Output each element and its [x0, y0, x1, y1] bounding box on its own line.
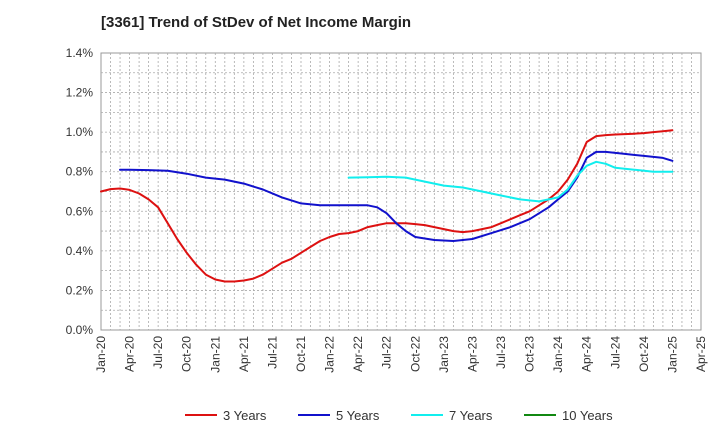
y-tick-label: 0.6%	[66, 204, 94, 218]
y-tick-label: 0.0%	[66, 323, 94, 337]
legend: 3 Years 5 Years 7 Years 10 Years	[185, 408, 613, 423]
x-tick-label: Jan-24	[551, 336, 565, 373]
x-tick-label: Jan-23	[437, 336, 451, 373]
y-axis: 0.0% 0.2% 0.4% 0.6% 0.8% 1.0% 1.2% 1.4%	[66, 46, 94, 337]
y-tick-label: 0.8%	[66, 165, 94, 179]
x-tick-label: Jul-21	[265, 336, 279, 369]
x-tick-label: Jan-25	[665, 336, 679, 373]
legend-label: 7 Years	[449, 408, 493, 423]
x-axis: Jan-20 Apr-20 Jul-20 Oct-20 Jan-21 Apr-21 Jul-…	[94, 336, 708, 373]
x-tick-label: Apr-25	[694, 336, 708, 372]
x-tick-label: Oct-20	[180, 336, 194, 372]
y-tick-label: 0.4%	[66, 244, 94, 258]
chart-title: [3361] Trend of StDev of Net Income Marg…	[101, 14, 412, 31]
x-tick-label: Oct-23	[523, 336, 537, 372]
legend-label: 10 Years	[562, 408, 613, 423]
series-lines	[100, 129, 674, 283]
grid	[101, 53, 701, 330]
x-tick-label: Apr-20	[123, 336, 137, 372]
x-tick-label: Jan-20	[94, 336, 108, 373]
x-tick-label: Apr-22	[351, 336, 365, 372]
x-tick-label: Jul-24	[608, 336, 622, 369]
series-line	[100, 129, 674, 283]
y-tick-label: 1.2%	[66, 86, 94, 100]
x-tick-label: Jan-21	[208, 336, 222, 373]
x-tick-label: Jul-23	[494, 336, 508, 369]
legend-label: 5 Years	[336, 408, 380, 423]
x-tick-label: Jul-22	[380, 336, 394, 369]
x-tick-label: Jul-20	[151, 336, 165, 369]
y-tick-label: 0.2%	[66, 283, 94, 297]
x-tick-label: Apr-23	[465, 336, 479, 372]
x-tick-label: Oct-21	[294, 336, 308, 372]
series-line	[347, 160, 674, 203]
x-tick-label: Oct-22	[408, 336, 422, 372]
x-tick-label: Apr-21	[237, 336, 251, 372]
x-tick-label: Apr-24	[580, 336, 594, 372]
y-tick-label: 1.4%	[66, 46, 94, 60]
y-tick-label: 1.0%	[66, 125, 94, 139]
legend-label: 3 Years	[223, 408, 267, 423]
series-line	[119, 150, 674, 242]
x-tick-label: Oct-24	[637, 336, 651, 372]
x-tick-label: Jan-22	[323, 336, 337, 373]
